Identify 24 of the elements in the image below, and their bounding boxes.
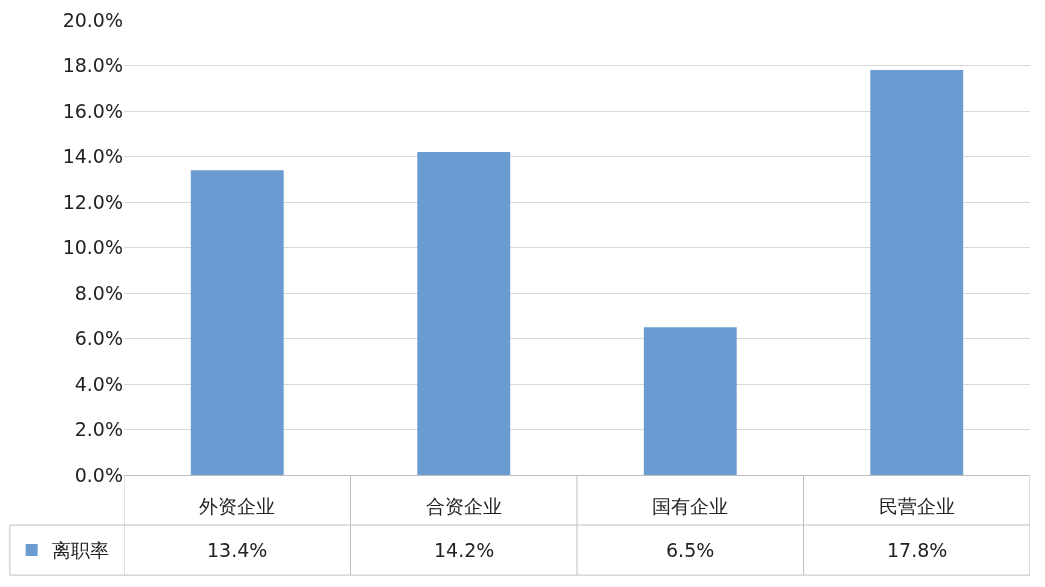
x-tick-label: 合资企业 <box>425 494 502 517</box>
y-tick-label: 12.0% <box>62 190 123 213</box>
bar <box>870 70 964 475</box>
bar <box>417 151 511 475</box>
data-label: 13.4% <box>207 539 268 561</box>
y-tick-label: 8.0% <box>74 281 123 304</box>
y-tick-label: 2.0% <box>74 418 123 441</box>
y-tick-label: 6.0% <box>74 327 123 350</box>
y-tick-label: 10.0% <box>62 236 123 259</box>
bar <box>643 327 737 475</box>
y-tick-label: 18.0% <box>62 54 123 77</box>
x-tick-label: 民营企业 <box>878 494 955 517</box>
bar <box>190 170 284 475</box>
y-tick-label: 20.0% <box>62 8 123 31</box>
legend-label: 离职率 <box>51 539 109 562</box>
y-tick-label: 14.0% <box>62 145 123 168</box>
x-tick-label: 外资企业 <box>199 494 276 517</box>
x-tick-label: 国有企业 <box>652 494 729 517</box>
y-tick-label: 16.0% <box>62 99 123 122</box>
data-label: 17.8% <box>887 539 948 561</box>
data-label: 14.2% <box>434 539 495 561</box>
y-tick-label: 4.0% <box>74 372 123 395</box>
data-label: 6.5% <box>666 539 715 561</box>
y-tick-label: 0.0% <box>74 463 123 486</box>
